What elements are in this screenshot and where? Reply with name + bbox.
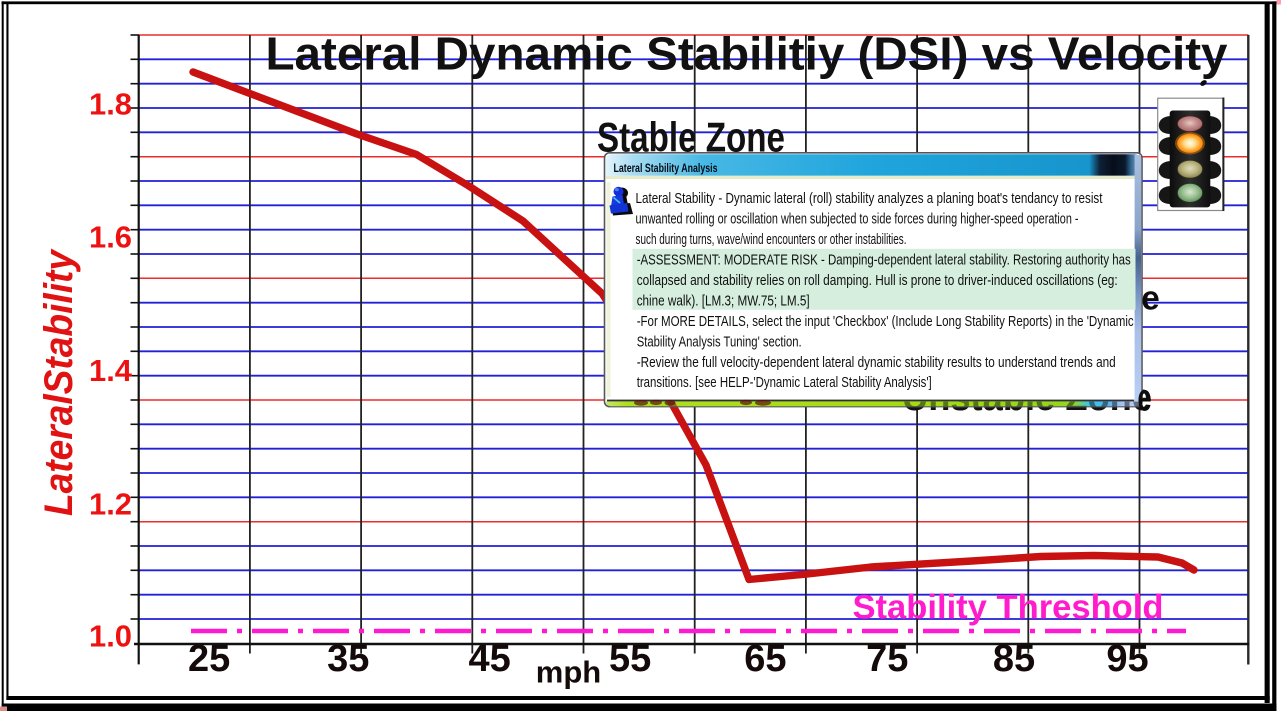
svg-text:chine walk). [LM.3; MW.75; LM: chine walk). [LM.3; MW.75; LM.5]	[637, 292, 810, 309]
svg-text:e: e	[1141, 279, 1160, 317]
svg-text:75: 75	[866, 638, 908, 680]
svg-text:Lateral Stability Analysis: Lateral Stability Analysis	[614, 161, 718, 175]
svg-text:45: 45	[468, 638, 510, 680]
svg-text:Lateral Stability - Dynamic la: Lateral Stability - Dynamic lateral (rol…	[636, 190, 1104, 207]
svg-text:transitions. [see HELP-'Dynami: transitions. [see HELP-'Dynamic Lateral …	[637, 374, 932, 391]
svg-text:-ASSESSMENT: MODERATE RISK - D: -ASSESSMENT: MODERATE RISK - Damping-dep…	[637, 252, 1131, 269]
svg-text:collapsed and stability relies: collapsed and stability relies on roll d…	[637, 272, 1118, 289]
svg-text:-For MORE DETAILS, select the: -For MORE DETAILS, select the input 'Che…	[637, 313, 1134, 330]
svg-text:85: 85	[993, 638, 1035, 680]
svg-text:Stability Threshold: Stability Threshold	[853, 589, 1164, 627]
svg-text:unwanted rolling or oscillatio: unwanted rolling or oscillation when sub…	[636, 211, 1079, 228]
svg-text:e: e	[1138, 378, 1152, 420]
svg-text:65: 65	[744, 638, 786, 680]
svg-text:1.6: 1.6	[89, 220, 132, 255]
svg-text:-Review the full velocity-depe: -Review the full velocity-dependent late…	[637, 354, 1116, 371]
svg-text:55: 55	[609, 638, 651, 680]
svg-text:25: 25	[188, 638, 230, 680]
svg-text:Unstable Zone: Unstable Zone	[902, 377, 1152, 419]
svg-text:1.4: 1.4	[89, 353, 133, 388]
svg-text:1.0: 1.0	[89, 619, 132, 654]
svg-text:35: 35	[327, 638, 369, 680]
svg-text:Stability Analysis Tuning' sec: Stability Analysis Tuning' section.	[637, 333, 802, 350]
svg-text:LateralStability: LateralStability	[37, 248, 81, 516]
svg-text:mph: mph	[536, 655, 601, 690]
svg-text:Lateral Dynamic Stabilitiy (DS: Lateral Dynamic Stabilitiy (DSI) vs Velo…	[266, 28, 1228, 80]
svg-text:such during turns, wave/wind e: such during turns, wave/wind encounters …	[636, 231, 907, 248]
svg-text:1.2: 1.2	[89, 486, 132, 521]
svg-text:95: 95	[1106, 638, 1148, 680]
svg-text:1.8: 1.8	[89, 86, 132, 121]
